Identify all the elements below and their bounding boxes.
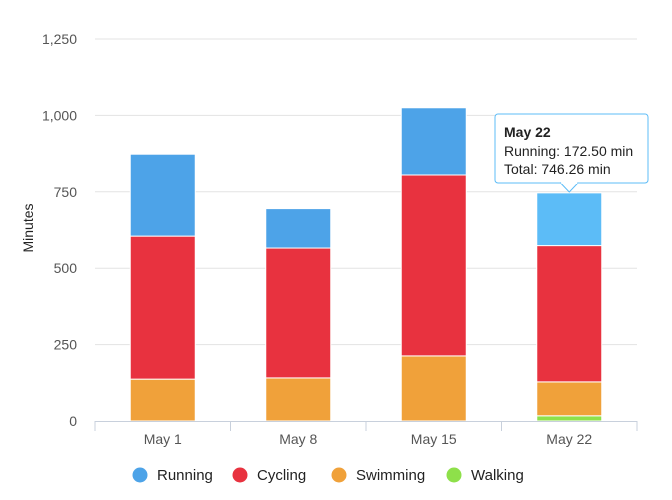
- legend-marker: [331, 467, 347, 483]
- bar-running-may-22[interactable]: [536, 192, 603, 247]
- legend-label: Walking: [471, 467, 524, 484]
- x-tick-label: May 8: [279, 431, 317, 447]
- x-tick-label: May 1: [144, 431, 182, 447]
- bar-swimming-may-15[interactable]: [400, 355, 467, 422]
- bar-cycling-may-15[interactable]: [400, 174, 467, 357]
- legend-marker: [446, 467, 462, 483]
- bar-walking-may-22[interactable]: [536, 415, 603, 422]
- y-tick-label: 1,000: [42, 107, 77, 123]
- legend-marker: [132, 467, 148, 483]
- legend-item-running[interactable]: Running: [132, 467, 213, 484]
- bar-cycling-may-1[interactable]: [129, 235, 196, 380]
- bar-cycling-may-22[interactable]: [536, 245, 603, 383]
- tooltip-running-value: Running: 172.50 min: [504, 143, 633, 159]
- legend-label: Swimming: [356, 467, 425, 484]
- bar-cycling-may-8[interactable]: [265, 247, 332, 379]
- bar-running-may-1[interactable]: [129, 153, 196, 237]
- legend-marker: [232, 467, 248, 483]
- legend: Running Cycling Swimming Walking: [132, 467, 524, 484]
- tooltip-total-value: Total: 746.26 min: [504, 161, 611, 177]
- legend-item-cycling[interactable]: Cycling: [232, 467, 307, 484]
- bar-swimming-may-8[interactable]: [265, 377, 332, 422]
- y-axis-ticks: 0 250 500 750 1,000 1,250: [42, 31, 77, 429]
- y-tick-label: 0: [69, 413, 77, 429]
- legend-label: Running: [157, 467, 213, 484]
- y-tick-label: 750: [54, 184, 78, 200]
- y-tick-label: 1,250: [42, 31, 77, 47]
- bar-swimming-may-22[interactable]: [536, 381, 603, 417]
- bar-running-may-15[interactable]: [400, 107, 467, 176]
- y-axis-label: Minutes: [20, 203, 36, 252]
- tooltip-arrow: [559, 182, 579, 193]
- y-tick-label: 500: [54, 260, 78, 276]
- y-tick-label: 250: [54, 337, 78, 353]
- x-tick-label: May 22: [546, 431, 592, 447]
- x-tick-label: May 15: [411, 431, 457, 447]
- bar-running-may-8[interactable]: [265, 208, 332, 249]
- bar-swimming-may-1[interactable]: [129, 378, 196, 422]
- legend-item-swimming[interactable]: Swimming: [331, 467, 426, 484]
- legend-label: Cycling: [257, 467, 306, 484]
- bars: [129, 107, 603, 422]
- legend-item-walking[interactable]: Walking: [446, 467, 524, 484]
- tooltip-title: May 22: [504, 124, 551, 140]
- x-axis: May 1 May 8 May 15 May 22: [94, 421, 638, 447]
- tooltip: May 22 Running: 172.50 min Total: 746.26…: [494, 113, 649, 193]
